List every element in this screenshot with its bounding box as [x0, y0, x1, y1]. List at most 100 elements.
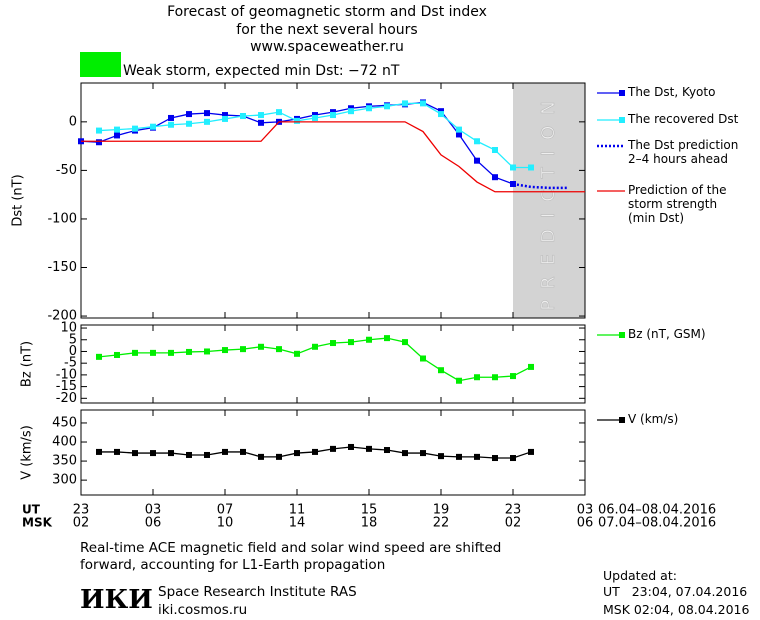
series-line — [512, 182, 567, 190]
data-point — [96, 353, 102, 360]
data-point — [420, 450, 426, 457]
data-point — [528, 448, 534, 455]
x-tick-label: 03 — [145, 503, 162, 518]
y-tick-label: 450 — [52, 415, 77, 430]
data-point — [132, 450, 138, 457]
prediction-zone — [513, 83, 585, 318]
data-point — [384, 103, 390, 110]
x-tick-label: 23 — [505, 503, 522, 518]
plot-frame — [80, 324, 586, 404]
updated-ut: UT 23:04, 07.04.2016 — [603, 584, 748, 599]
data-point — [474, 374, 480, 381]
data-point — [186, 451, 192, 458]
x-tick-label-msk: 06 — [145, 516, 162, 531]
y-tick-label: -150 — [47, 260, 77, 275]
x-tick-label: 15 — [361, 503, 378, 518]
data-point — [492, 147, 498, 154]
legend-label: The Dst, Kyoto — [628, 85, 716, 99]
data-point — [168, 450, 174, 457]
plot-frame — [80, 409, 586, 496]
institute-name: Space Research Institute RAS — [158, 584, 357, 600]
y-tick-label: 300 — [52, 473, 77, 488]
data-point — [114, 351, 120, 358]
data-point — [294, 117, 300, 124]
data-point — [312, 448, 318, 455]
title-line: www.spaceweather.ru — [250, 39, 404, 55]
y-tick-label: -10 — [56, 367, 77, 382]
data-point — [294, 450, 300, 457]
y-axis-label: Dst (nT) — [11, 174, 26, 226]
data-point — [204, 118, 210, 125]
y-tick-label: -200 — [47, 309, 77, 324]
data-point — [528, 363, 534, 370]
y-tick-label: 10 — [60, 321, 77, 336]
y-tick-label: 0 — [69, 344, 77, 359]
data-point — [366, 445, 372, 452]
storm-label: Weak storm, expected min Dst: −72 nT — [123, 63, 400, 79]
legend-swatch-marker — [619, 90, 625, 96]
x-tick-label-msk: 10 — [217, 516, 234, 531]
data-point — [384, 447, 390, 454]
data-point — [258, 112, 264, 119]
title-line: for the next several hours — [236, 22, 417, 38]
data-point — [366, 336, 372, 343]
data-point — [96, 127, 102, 134]
legend-label: Prediction of the storm strength (min Ds… — [628, 183, 727, 225]
data-point — [492, 455, 498, 462]
legend-label: Bz (nT, GSM) — [628, 327, 706, 341]
data-point — [348, 339, 354, 346]
data-point — [510, 373, 516, 380]
data-point — [240, 346, 246, 353]
data-point — [186, 348, 192, 355]
legend-label: The Dst prediction 2–4 hours ahead — [628, 138, 739, 166]
data-point — [114, 132, 120, 139]
legend-swatch-marker — [619, 417, 625, 423]
data-point — [456, 453, 462, 460]
data-point — [276, 453, 282, 460]
updated-label: Updated at: — [603, 568, 677, 583]
data-point — [312, 343, 318, 350]
y-tick-label: 400 — [52, 435, 77, 450]
y-axis-label: Bz (nT) — [20, 341, 35, 387]
x-tick-label-msk: 02 — [73, 516, 90, 531]
y-axis-label: V (km/s) — [20, 425, 35, 480]
institute-url: iki.cosmos.ru — [158, 602, 248, 618]
data-point — [114, 126, 120, 133]
data-point — [168, 349, 174, 356]
data-point — [240, 448, 246, 455]
data-point — [456, 126, 462, 133]
data-point — [204, 110, 210, 117]
y-tick-label: 0 — [69, 114, 77, 129]
data-point — [510, 455, 516, 462]
x-tick-label: 03 — [577, 503, 594, 518]
data-point — [330, 340, 336, 347]
series-line — [81, 121, 585, 193]
legend-swatch-marker — [619, 332, 625, 338]
logo: ИКИ — [80, 585, 153, 615]
note: Real-time ACE magnetic field and solar w… — [80, 540, 502, 556]
date-range: 06.04–08.04.2016 — [598, 503, 716, 518]
data-point — [438, 111, 444, 118]
data-point — [420, 355, 426, 362]
data-point — [114, 448, 120, 455]
data-point — [222, 115, 228, 122]
data-point — [492, 174, 498, 181]
storm-indicator — [80, 52, 121, 77]
data-point — [186, 111, 192, 118]
data-point — [168, 114, 174, 121]
data-point — [276, 109, 282, 116]
data-point — [222, 112, 228, 119]
data-point — [312, 114, 318, 121]
data-point — [420, 100, 426, 107]
data-point — [330, 112, 336, 119]
data-point — [222, 347, 228, 354]
data-point — [438, 453, 444, 460]
x-tick-label: 11 — [289, 503, 306, 518]
data-point — [186, 120, 192, 127]
data-point — [438, 367, 444, 374]
x-row-label: MSK — [22, 516, 53, 530]
data-point — [96, 139, 102, 146]
y-tick-label: -50 — [56, 163, 77, 178]
data-point — [150, 450, 156, 457]
